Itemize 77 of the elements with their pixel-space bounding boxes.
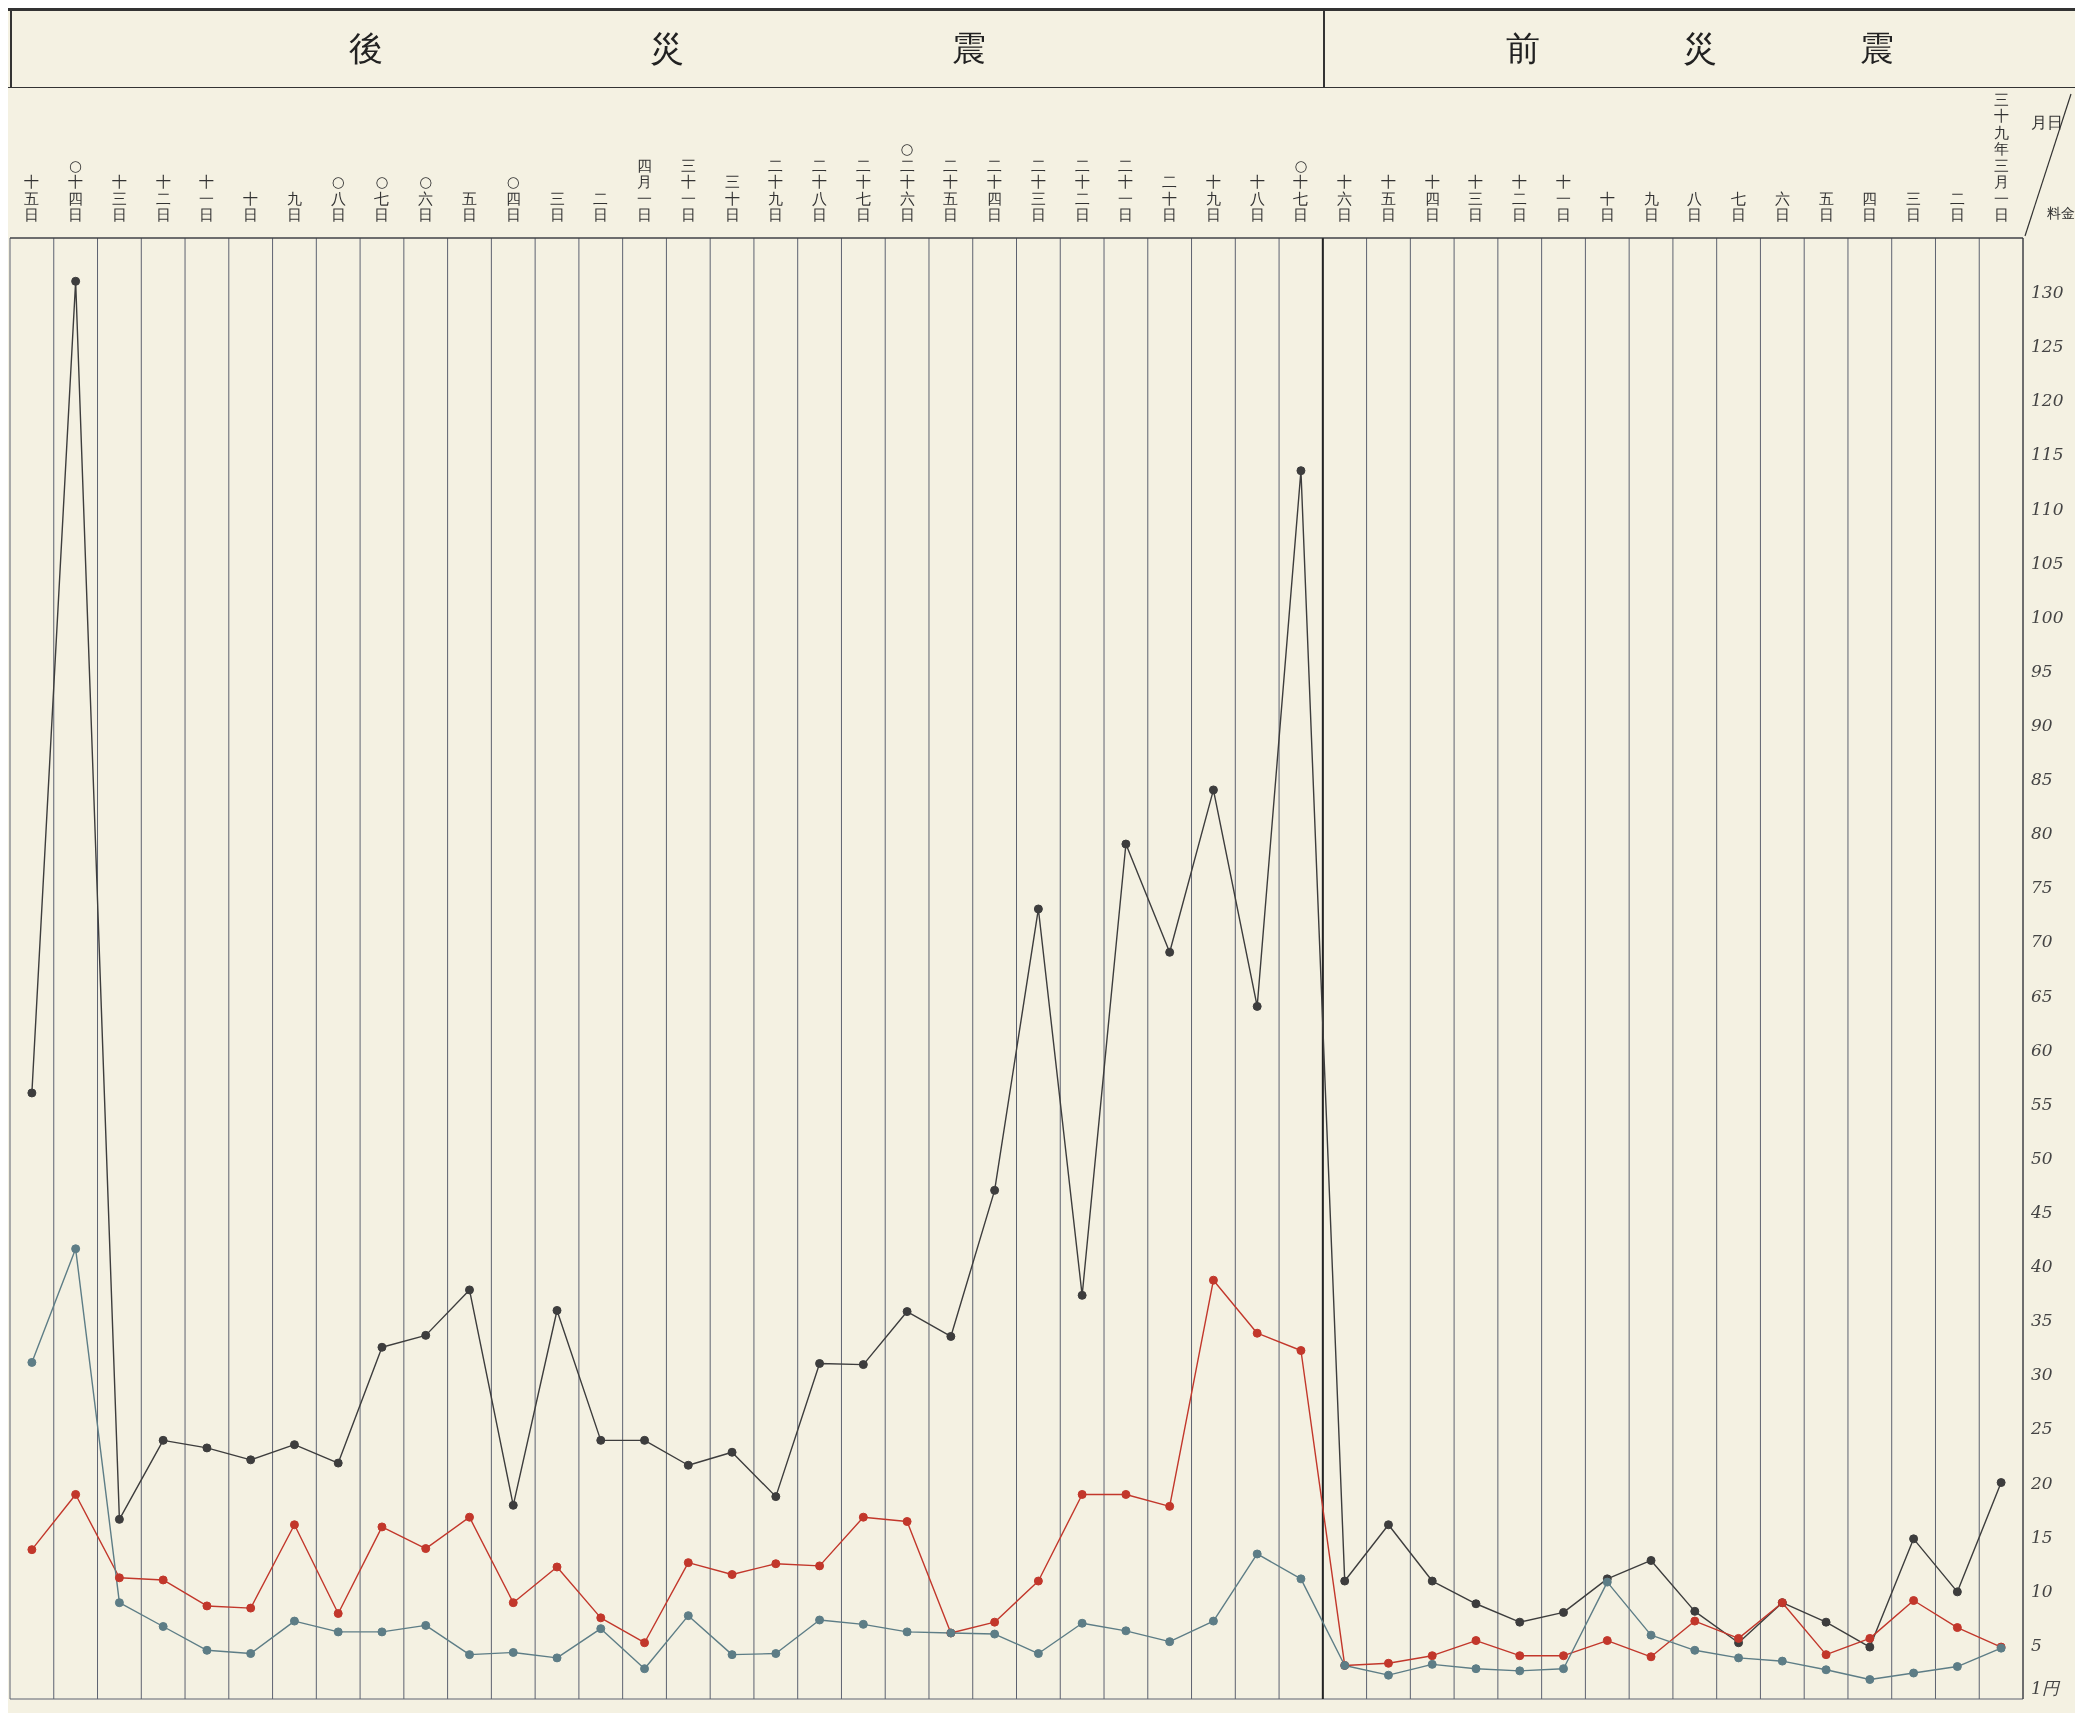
x-tick-label: 九日: [1643, 189, 1659, 224]
x-tick-label: 十四日: [1424, 173, 1440, 224]
x-tick-label: ○十七日: [1293, 156, 1309, 224]
x-tick-label: 十一日: [1556, 173, 1572, 224]
x-tick-label: ○四日: [505, 173, 521, 224]
y-tick-label: 75: [2031, 877, 2053, 898]
y-tick-label: 35: [2031, 1310, 2053, 1331]
x-tick-label: 九日: [286, 189, 302, 224]
x-tick-label: 十二日: [1512, 173, 1528, 224]
y-tick-label: 100: [2031, 606, 2064, 627]
x-tick-label: ○六日: [418, 173, 434, 224]
x-tick-label: 二十四日: [987, 156, 1003, 224]
x-tick-label: 三十一日: [680, 156, 696, 224]
x-tick-label: 十日: [1599, 189, 1615, 224]
x-tick-label: 八日: [1687, 189, 1703, 224]
x-tick-label: 三十九年三月一日: [1993, 90, 2009, 224]
x-tick-label: ○七日: [374, 173, 390, 224]
y-tick-label: 130: [2031, 282, 2064, 303]
x-tick-label: 二十日: [1162, 173, 1178, 224]
y-tick-label: 30: [2031, 1364, 2053, 1385]
x-tick-label: 二十一日: [1118, 156, 1134, 224]
x-tick-label: 三日: [1906, 189, 1922, 224]
y-tick-label: 90: [2031, 715, 2053, 736]
x-tick-label: 十一日: [199, 173, 215, 224]
x-tick-label: 四日: [1862, 189, 1878, 224]
y-tick-label: 105: [2031, 552, 2064, 573]
x-tick-label: 二日: [1949, 189, 1965, 224]
x-tick-label: 七日: [1731, 189, 1747, 224]
y-tick-label: 115: [2031, 444, 2064, 465]
y-tick-label: 25: [2030, 1418, 2053, 1439]
y-tick-label: 65: [2031, 985, 2053, 1006]
x-axis-title: 月日: [2031, 113, 2063, 132]
x-tick-label: 十二日: [155, 173, 171, 224]
y-tick-label: 70: [2031, 931, 2053, 952]
x-tick-label: 十五日: [24, 173, 40, 224]
x-tick-label: 十日: [243, 189, 259, 224]
y-tick-label: 50: [2031, 1147, 2053, 1168]
y-tick-label: 15: [2031, 1526, 2053, 1547]
x-tick-label: 十三日: [111, 173, 127, 224]
x-tick-label: 二十五日: [943, 156, 959, 224]
x-tick-label: 六日: [1774, 189, 1790, 224]
x-tick-label: 二十七日: [855, 156, 871, 224]
y-tick-label: 10: [2031, 1580, 2053, 1601]
text: 後災震: [348, 27, 1253, 70]
x-tick-label: ○二十六日: [899, 140, 915, 224]
y-tick-label: 85: [2031, 769, 2053, 790]
x-tick-label: 二十二日: [1074, 156, 1090, 224]
y-tick-label: 1円: [2031, 1678, 2061, 1699]
x-tick-label: 十三日: [1468, 173, 1484, 224]
y-axis-title: 料金: [2047, 205, 2075, 221]
x-tick-label: 二十九日: [768, 156, 784, 224]
x-tick-label: 十八日: [1249, 173, 1265, 224]
y-tick-label: 60: [2031, 1039, 2053, 1060]
y-tick-label: 110: [2031, 498, 2064, 519]
text: 前災震: [1505, 27, 2037, 70]
y-tick-label: 5: [2031, 1634, 2042, 1655]
x-tick-label: ○十四日: [68, 156, 84, 224]
y-tick-label: 95: [2031, 660, 2053, 681]
x-tick-label: 三十日: [724, 173, 740, 224]
x-tick-label: 二十八日: [812, 156, 828, 224]
y-tick-label: 20: [2030, 1472, 2053, 1493]
x-tick-label: 三日: [549, 189, 565, 224]
y-tick-label: 120: [2031, 390, 2064, 411]
x-tick-label: 二日: [593, 189, 609, 224]
x-tick-label: 五日: [1818, 189, 1834, 224]
x-tick-label: 十九日: [1205, 173, 1221, 224]
y-tick-label: 55: [2031, 1093, 2053, 1114]
x-tick-label: 四月一日: [637, 156, 653, 224]
x-tick-label: ○八日: [330, 173, 346, 224]
y-tick-label: 80: [2031, 823, 2053, 844]
x-tick-label: 五日: [461, 189, 477, 224]
x-tick-label: 十五日: [1380, 173, 1396, 224]
y-tick-label: 45: [2030, 1202, 2053, 1223]
y-tick-label: 125: [2031, 336, 2064, 357]
x-tick-label: 二十三日: [1030, 156, 1046, 224]
x-tick-label: 十六日: [1337, 173, 1353, 224]
y-tick-label: 40: [2030, 1256, 2053, 1277]
